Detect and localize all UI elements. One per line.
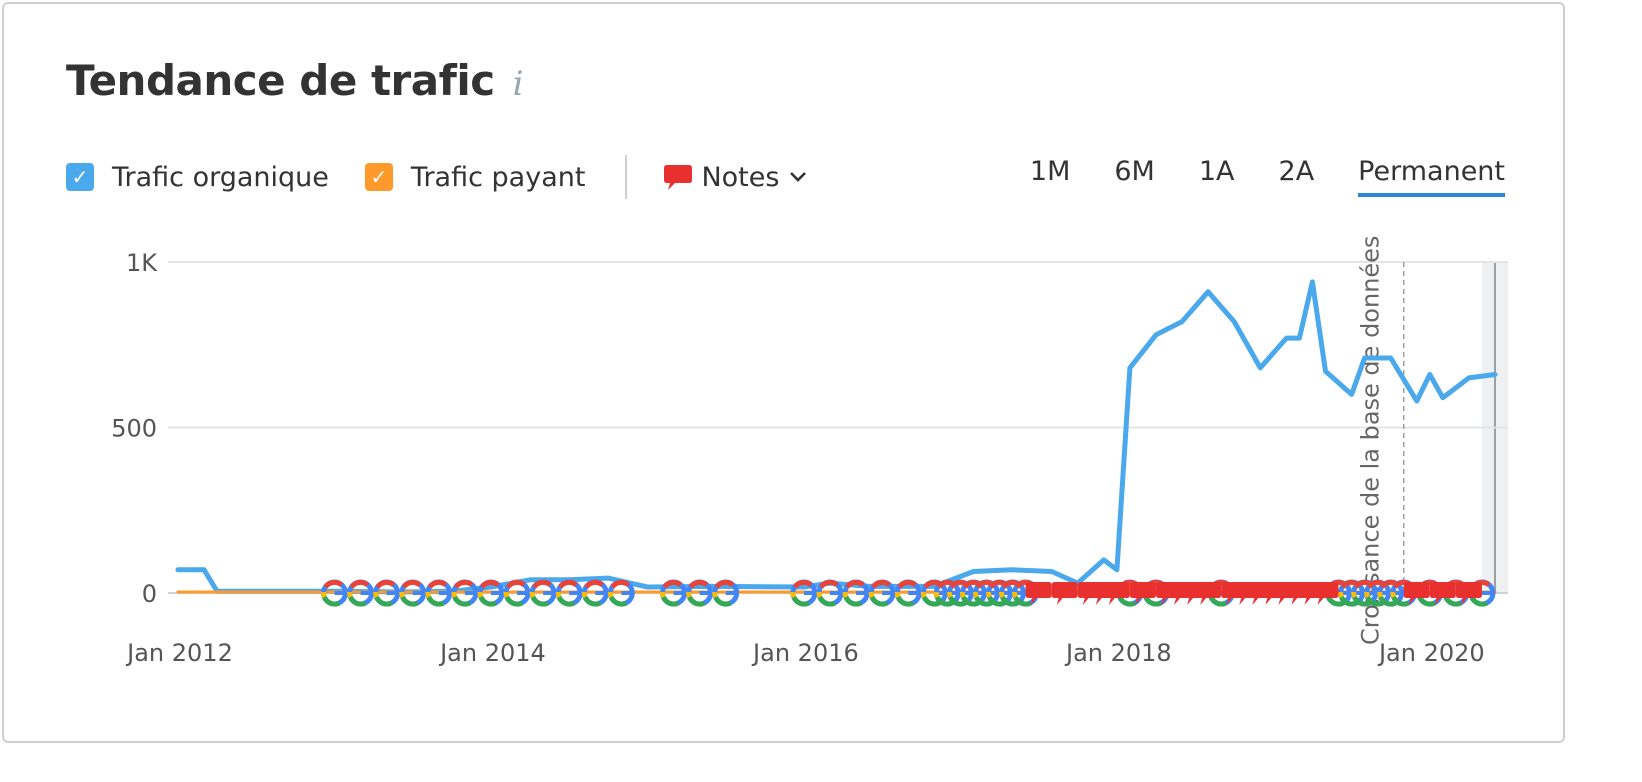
y-tick-label: 500 [111, 415, 157, 443]
google-update-icon: G [555, 579, 583, 607]
annotation-label: Croissance de la base de données [1357, 236, 1385, 645]
google-update-icon: G [503, 579, 531, 607]
google-update-icon: G [451, 579, 479, 607]
google-update-icon: G [477, 579, 505, 607]
svg-text:G: G [360, 596, 361, 598]
svg-text:G: G [856, 596, 857, 598]
google-update-icon: G [816, 579, 844, 607]
svg-text:G: G [621, 596, 622, 598]
google-update-icon: G [425, 579, 453, 607]
paid-label: Trafic payant [410, 161, 586, 193]
note-marker-icon [1129, 582, 1156, 605]
google-update-icon: G [894, 579, 922, 607]
svg-text:G: G [334, 596, 335, 598]
notes-label: Notes [701, 161, 780, 193]
svg-text:G: G [569, 596, 570, 598]
svg-text:G: G [725, 596, 726, 598]
google-update-icon: G [607, 579, 635, 607]
google-update-icon: G [399, 579, 427, 607]
note-marker-icon [1025, 582, 1052, 605]
legend-paid[interactable]: ✓ Trafic payant [364, 161, 586, 193]
google-update-icon: G [581, 579, 609, 607]
x-tick-label: Jan 2018 [1064, 639, 1172, 667]
svg-text:G: G [464, 596, 465, 598]
google-update-icon: G [842, 579, 870, 607]
period-1m[interactable]: 1M [1029, 156, 1071, 187]
period-6m[interactable]: 6M [1114, 156, 1155, 187]
note-marker-icon [1195, 582, 1222, 605]
title-row: Tendance de trafic i [66, 56, 524, 105]
google-update-icon: G [712, 579, 740, 607]
google-update-icon: G [320, 579, 348, 607]
svg-text:G: G [882, 596, 883, 598]
info-icon[interactable]: i [512, 64, 524, 104]
notes-dropdown[interactable]: Notes [663, 162, 807, 193]
svg-text:G: G [804, 596, 805, 598]
google-update-icon: G [660, 579, 688, 607]
google-update-icon: G [529, 579, 557, 607]
note-marker-icon [1103, 582, 1130, 605]
x-tick-label: Jan 2014 [438, 639, 546, 667]
organic-traffic-line [175, 279, 1498, 595]
svg-text:G: G [543, 596, 544, 598]
note-marker-icon [1403, 582, 1430, 605]
google-update-icon: G [790, 579, 818, 607]
note-marker-icon [1312, 582, 1339, 605]
legend-divider [625, 155, 628, 199]
period-2a[interactable]: 2A [1278, 156, 1315, 187]
note-bubble-icon [664, 165, 693, 190]
period-1a[interactable]: 1A [1198, 156, 1235, 187]
organic-label: Trafic organique [112, 161, 329, 193]
chevron-down-icon [790, 172, 807, 182]
svg-text:G: G [517, 596, 518, 598]
x-tick-label: Jan 2016 [751, 639, 859, 667]
note-marker-icon [1455, 582, 1482, 605]
y-tick-label: 0 [142, 580, 157, 608]
y-tick-label: 1K [126, 249, 158, 277]
note-marker-icon [1429, 582, 1456, 605]
traffic-trend-card: Tendance de trafic i ✓ Trafic organique … [2, 2, 1565, 743]
svg-text:G: G [830, 596, 831, 598]
x-tick-label: Jan 2012 [125, 639, 233, 667]
legend: ✓ Trafic organique ✓ Trafic payant Notes [66, 154, 807, 200]
google-update-icon: G [373, 579, 401, 607]
x-tick-label: Jan 2020 [1377, 639, 1485, 667]
svg-text:G: G [412, 596, 413, 598]
svg-text:G: G [699, 596, 700, 598]
svg-text:G: G [595, 596, 596, 598]
period-selector: 1M 6M 1A 2A Permanent [986, 156, 1505, 197]
svg-text:G: G [673, 596, 674, 598]
google-update-icon: G [686, 579, 714, 607]
legend-organic[interactable]: ✓ Trafic organique [66, 162, 329, 193]
svg-text:G: G [386, 596, 387, 598]
paid-checkbox-icon[interactable]: ✓ [364, 163, 393, 191]
organic-checkbox-icon[interactable]: ✓ [66, 163, 94, 191]
period-permanent[interactable]: Permanent [1358, 156, 1505, 197]
svg-text:G: G [438, 596, 439, 598]
google-update-icon: G [868, 579, 896, 607]
chart-title: Tendance de trafic [66, 56, 495, 105]
svg-text:G: G [491, 596, 492, 598]
google-update-icon: G [1351, 579, 1379, 607]
note-marker-icon [1051, 582, 1078, 605]
svg-text:G: G [908, 596, 909, 598]
google-update-icon: G [347, 579, 375, 607]
